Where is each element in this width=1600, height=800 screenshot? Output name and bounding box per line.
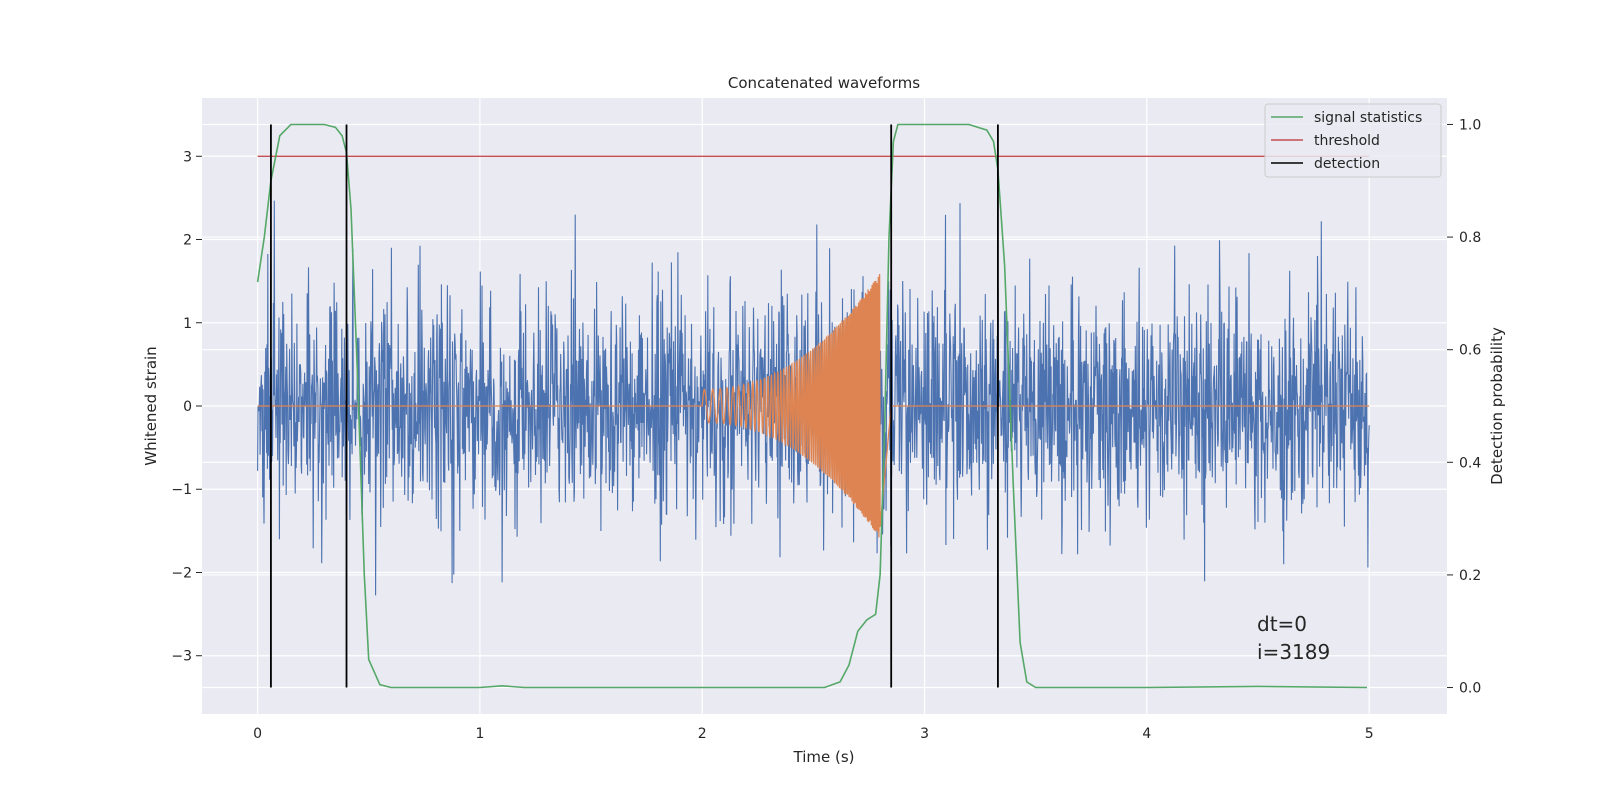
series-chirp-line [257,273,1370,538]
legend: signal statistics threshold detection [1264,103,1442,178]
y2-tick-label: 0.4 [1459,455,1481,471]
axes: 0 1 2 3 4 5 −3 −2 −1 0 1 2 3 0.0 0.2 0.4 0.6 0.8 1.0 [171,117,1481,742]
series-signal-statistics-line [256,123,1368,689]
y2-tick-label: 0.2 [1459,568,1481,584]
x-tick-label: 4 [1142,726,1151,742]
y2-axis-label: Detection probability [1488,327,1506,485]
y-tick-label: 3 [183,149,192,165]
y-tick-label: 0 [183,399,192,415]
y2-tick-label: 0.0 [1459,681,1481,697]
x-tick-label: 5 [1365,726,1374,742]
y-tick-label: −2 [171,565,192,581]
legend-box [1264,103,1442,178]
y2-tick-label: 0.6 [1459,343,1481,359]
y2-tick-label: 0.8 [1459,230,1481,246]
plot-area [256,123,1370,689]
legend-label-detection: detection [1314,156,1380,172]
x-tick-label: 1 [475,726,484,742]
legend-label-signal-statistics: signal statistics [1314,110,1422,126]
x-tick-label: 2 [698,726,707,742]
y-tick-label: 2 [183,233,192,249]
y-tick-label: −3 [171,649,192,665]
y-tick-label: −1 [171,482,192,498]
annotation-index: i=3189 [1257,640,1330,664]
y-axis-label: Whitened strain [142,346,160,465]
x-axis-label: Time (s) [793,748,855,766]
x-tick-label: 3 [920,726,929,742]
legend-label-threshold: threshold [1314,133,1380,149]
y2-tick-label: 1.0 [1459,117,1481,133]
y-tick-label: 1 [183,316,192,332]
chart-title: Concatenated waveforms [728,74,920,92]
annotation-dt: dt=0 [1257,612,1307,636]
x-tick-label: 0 [253,726,262,742]
